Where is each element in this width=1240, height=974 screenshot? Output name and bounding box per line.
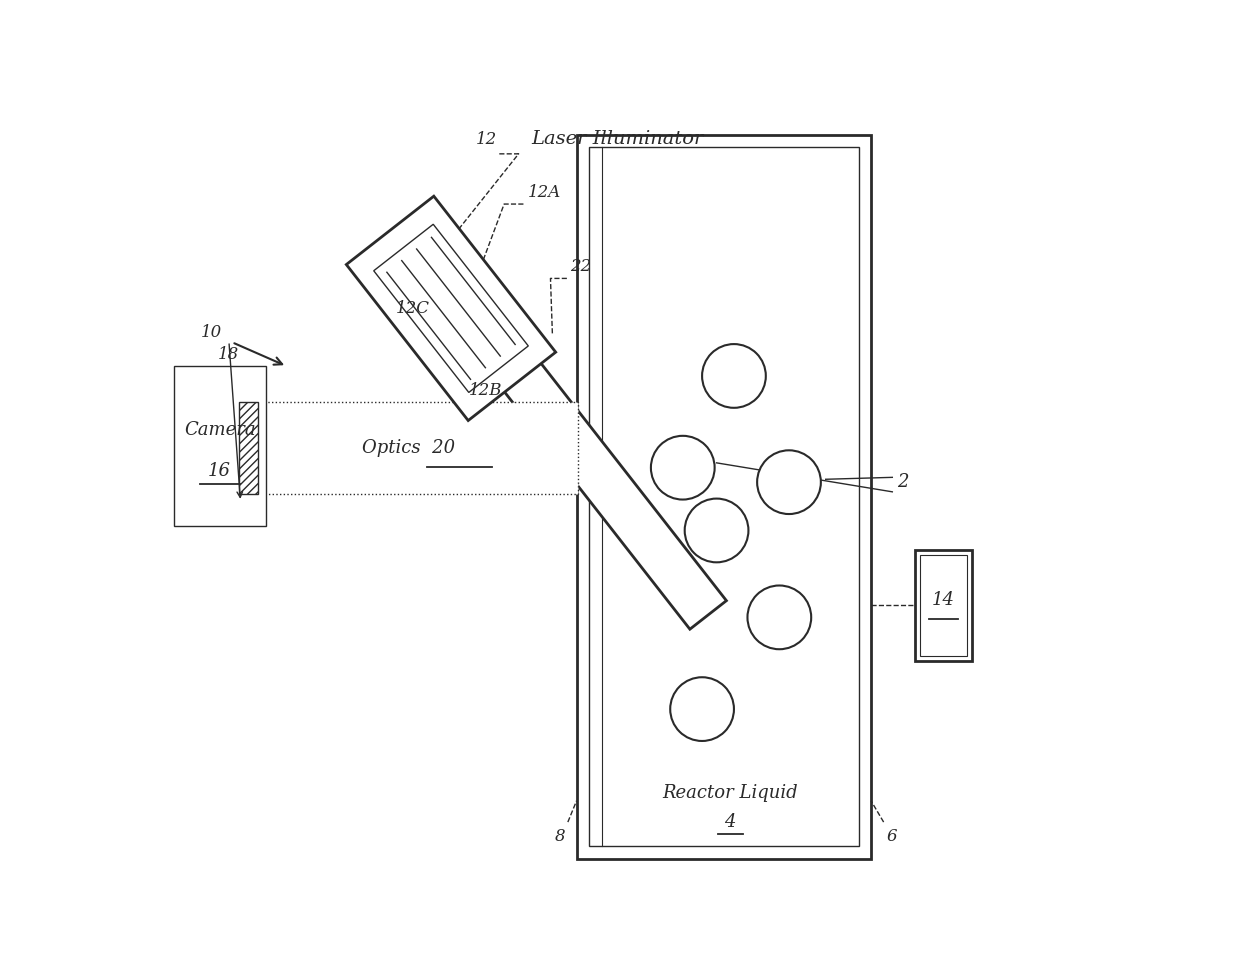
Polygon shape bbox=[346, 196, 556, 421]
Circle shape bbox=[702, 344, 766, 408]
Bar bbox=[920, 554, 967, 656]
Circle shape bbox=[651, 435, 714, 500]
Polygon shape bbox=[373, 224, 528, 393]
Text: 22: 22 bbox=[570, 258, 591, 276]
Text: Reactor Liquid: Reactor Liquid bbox=[662, 784, 797, 803]
Circle shape bbox=[670, 677, 734, 741]
Text: 18: 18 bbox=[218, 346, 239, 363]
Text: 10: 10 bbox=[201, 324, 222, 341]
Text: Camera: Camera bbox=[184, 421, 255, 439]
Text: 16: 16 bbox=[208, 463, 231, 480]
Text: 2: 2 bbox=[898, 473, 909, 491]
Bar bbox=[238, 402, 579, 494]
Text: 8: 8 bbox=[554, 828, 565, 845]
Circle shape bbox=[748, 585, 811, 650]
Text: 12A: 12A bbox=[528, 184, 562, 201]
Text: Laser Illuminator: Laser Illuminator bbox=[531, 131, 703, 148]
Bar bbox=[174, 366, 265, 526]
Text: Optics  20: Optics 20 bbox=[362, 439, 455, 457]
Text: 14: 14 bbox=[932, 591, 955, 609]
Polygon shape bbox=[440, 281, 727, 629]
Text: 6: 6 bbox=[887, 828, 898, 845]
Text: 4: 4 bbox=[724, 813, 735, 831]
Bar bbox=[915, 549, 971, 660]
Text: 12: 12 bbox=[476, 131, 497, 148]
Circle shape bbox=[684, 499, 749, 562]
Bar bbox=[238, 402, 258, 494]
Bar bbox=[577, 134, 870, 859]
Bar bbox=[589, 147, 858, 846]
Circle shape bbox=[758, 450, 821, 514]
Text: 12C: 12C bbox=[396, 300, 430, 317]
Text: 12B: 12B bbox=[469, 382, 502, 399]
